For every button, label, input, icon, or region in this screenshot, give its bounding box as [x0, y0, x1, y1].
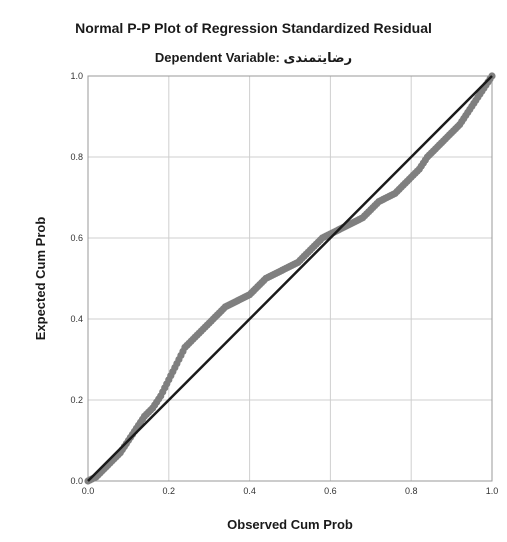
y-tick-label: 0.6 [70, 233, 83, 243]
y-tick-label: 0.2 [70, 395, 83, 405]
x-tick-labels: 0.0 0.2 0.4 0.6 0.8 1.0 [82, 486, 499, 496]
x-tick-label: 0.4 [243, 486, 256, 496]
y-axis-label: Expected Cum Prob [33, 217, 48, 341]
x-tick-label: 1.0 [486, 486, 499, 496]
y-tick-label: 0.8 [70, 152, 83, 162]
subtitle-prefix: Dependent Variable: [154, 50, 280, 65]
data-points [84, 72, 496, 485]
reference-line [87, 75, 493, 482]
chart-title: Normal P-P Plot of Regression Standardiz… [75, 20, 432, 36]
y-tick-labels: 0.0 0.2 0.4 0.6 0.8 1.0 [70, 71, 83, 486]
plot-frame [87, 75, 493, 482]
y-tick-label: 1.0 [70, 71, 83, 81]
y-tick-label: 0.4 [70, 314, 83, 324]
chart-subtitle: Dependent Variable: رضایتمندی [0, 50, 507, 66]
subtitle-variable: رضایتمندی [283, 50, 353, 65]
x-tick-label: 0.2 [163, 486, 176, 496]
x-tick-label: 0.6 [324, 486, 337, 496]
y-tick-label: 0.0 [70, 476, 83, 486]
x-tick-label: 0.0 [82, 486, 95, 496]
x-tick-label: 0.8 [405, 486, 418, 496]
x-axis-label: Observed Cum Prob [227, 517, 353, 532]
